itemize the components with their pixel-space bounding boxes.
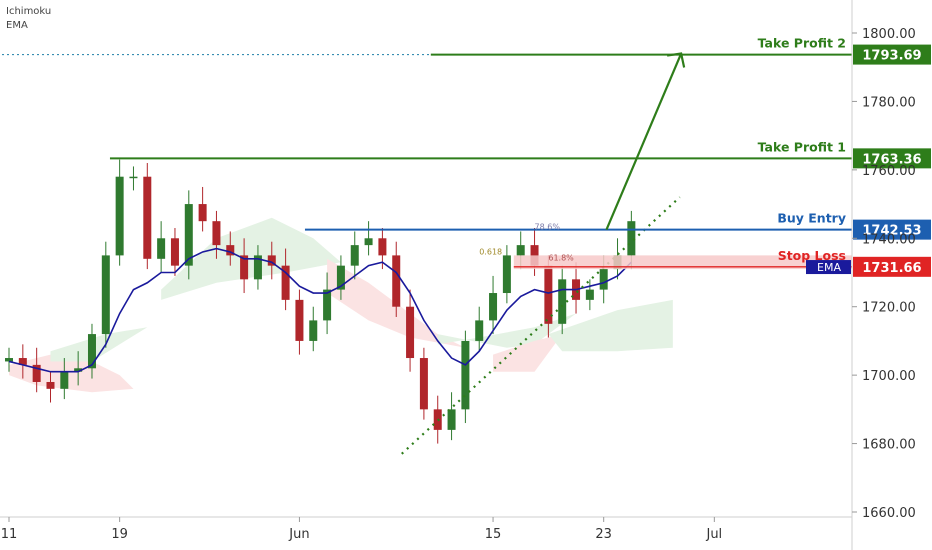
cloud-region-6 [548,299,673,352]
candle-body [46,381,55,389]
candles [5,159,636,444]
candle-body [143,176,152,259]
ema-tag-bg [806,260,851,275]
candle-body [309,320,318,341]
cloud-region-4 [437,313,577,348]
candle-body [378,238,387,256]
candle-body [240,255,249,280]
fib-label-0: 78.6% [535,222,561,231]
x-tick-label: 15 [485,527,502,542]
candle-body [5,358,13,362]
y-tick-label: 1680.00 [862,438,916,453]
candle-body [281,265,290,300]
candle-body [336,265,345,290]
price-tag-2: 1742.53 [862,224,921,239]
candle-body [295,299,304,341]
projection-arrow-shaft [605,53,683,231]
cloud-region-3 [327,258,466,348]
candle-body [253,255,262,280]
candle-body [18,358,27,365]
candle-body [544,265,553,324]
x-tick-label: 11 [1,527,18,542]
candle-body [419,358,428,410]
level-label-2: Buy Entry [777,211,846,226]
candle-body [350,245,359,266]
level-label-0: Take Profit 2 [758,36,846,51]
candle-body [489,293,498,321]
projection-arrow-head [666,52,686,68]
x-tick-label: Jul [705,527,722,542]
candle-body [226,245,235,256]
y-tick-label: 1720.00 [862,301,916,316]
candle-body [157,238,166,259]
candle-body [406,306,415,359]
y-tick-label: 1660.00 [862,506,916,521]
x-tick-label: 23 [595,527,612,542]
ema-line [8,247,632,373]
candle-body [585,289,594,300]
y-tick-label: 1700.00 [862,369,916,384]
candle-body [516,245,525,256]
trendline [401,196,681,455]
cloud-region-1 [50,327,148,362]
candle-body [87,334,96,369]
fib-label-1: 61.8% [548,254,574,263]
cloud-region-0 [9,354,134,393]
level-label-3: Stop Loss [778,248,846,263]
indicator-ichimoku-label: Ichimoku [6,6,52,17]
price-tag-bg-1 [853,148,931,169]
candle-body [627,221,636,256]
candle-body [198,204,207,222]
price-tag-bg-3 [853,256,931,277]
fib-label-2: 0.618 [479,248,502,257]
candle-body [74,368,83,372]
candle-body [599,269,608,290]
x-tick-label: Jun [288,527,309,542]
y-tick-label: 1800.00 [862,27,916,42]
candle-body [323,289,332,321]
candle-body [129,176,138,179]
candle-body [170,238,179,266]
candle-body [461,340,470,410]
ema-tag: EMA [817,261,841,274]
candle-body [364,238,373,246]
candle-body [502,255,511,294]
indicator-ema-label: EMA [6,20,28,31]
candle-body [267,255,276,266]
level-label-1: Take Profit 1 [758,139,846,154]
price-tag-bg-2 [853,219,931,240]
candle-body [447,409,456,430]
y-tick-label: 1740.00 [862,232,916,247]
candle-body [558,279,567,324]
candle-body [32,364,41,382]
price-tag-bg-0 [853,44,931,65]
y-tick-label: 1760.00 [862,164,916,179]
candle-body [212,221,221,246]
candle-body [60,371,69,389]
candle-body [475,320,484,341]
price-tag-0: 1793.69 [862,49,921,64]
candle-body [392,255,401,307]
cloud-region-5 [493,334,563,372]
stop-loss-zone [513,255,852,270]
candle-body [115,176,124,256]
price-tag-1: 1763.36 [862,152,921,167]
candle-body [184,204,193,266]
x-tick-label: 19 [111,527,128,542]
price-tag-3: 1731.66 [862,261,921,276]
candle-body [101,255,110,335]
y-tick-label: 1780.00 [862,95,916,110]
